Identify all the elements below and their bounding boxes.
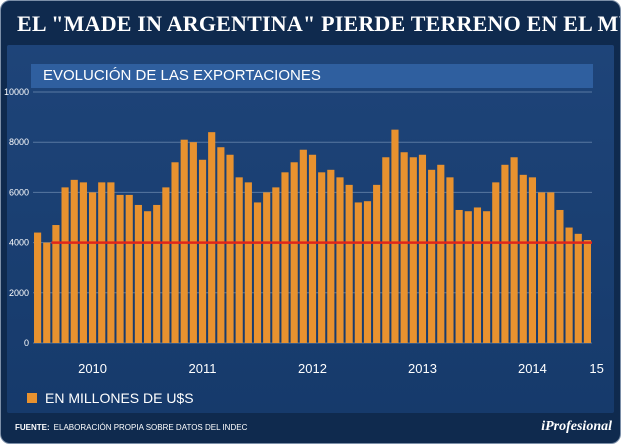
bar bbox=[455, 209, 463, 343]
y-tick-label: 8000 bbox=[9, 137, 29, 147]
bar bbox=[134, 204, 142, 343]
bar bbox=[556, 209, 564, 343]
y-tick-label: 2000 bbox=[9, 288, 29, 298]
chart-title: EVOLUCIÓN DE LAS EXPORTACIONES bbox=[43, 67, 321, 84]
bar bbox=[538, 192, 546, 343]
bar bbox=[363, 201, 372, 343]
bar bbox=[382, 157, 390, 343]
bars bbox=[34, 129, 591, 343]
bar bbox=[483, 211, 491, 343]
headline: EL "MADE IN ARGENTINA" PIERDE TERRENO EN… bbox=[17, 11, 621, 36]
x-tick-label: 2012 bbox=[298, 361, 327, 376]
bar bbox=[409, 157, 417, 343]
bar bbox=[318, 172, 326, 343]
bar bbox=[198, 159, 207, 343]
bar bbox=[354, 202, 362, 343]
bar bbox=[583, 240, 591, 343]
source-prefix: FUENTE: bbox=[15, 423, 50, 432]
bar bbox=[180, 139, 188, 343]
bar bbox=[43, 242, 51, 343]
bar bbox=[519, 174, 527, 343]
bar bbox=[290, 162, 298, 343]
source-note: FUENTE: ELABORACIÓN PROPIA SOBRE DATOS DE… bbox=[15, 423, 247, 432]
bar bbox=[281, 172, 289, 343]
bar bbox=[510, 157, 518, 343]
bar bbox=[345, 184, 353, 343]
x-tick-label: 15 bbox=[589, 361, 603, 376]
x-tick-label: 2010 bbox=[78, 361, 107, 376]
bar bbox=[263, 192, 271, 343]
bar bbox=[162, 187, 170, 343]
bar bbox=[70, 179, 78, 343]
bar bbox=[116, 194, 124, 343]
y-tick-label: 4000 bbox=[9, 238, 29, 248]
bar bbox=[428, 169, 436, 343]
bar bbox=[208, 132, 216, 343]
y-tick-label: 6000 bbox=[9, 187, 29, 197]
bar bbox=[574, 233, 582, 343]
bar bbox=[437, 164, 445, 343]
bar bbox=[34, 232, 42, 343]
bar bbox=[373, 184, 381, 343]
bar bbox=[98, 182, 106, 343]
bar bbox=[52, 225, 60, 343]
bar bbox=[418, 154, 427, 343]
bar bbox=[171, 162, 179, 343]
x-tick-label: 2011 bbox=[189, 361, 217, 376]
bar bbox=[391, 129, 399, 343]
bar bbox=[153, 204, 161, 343]
bar bbox=[61, 187, 69, 343]
bar bbox=[272, 187, 280, 343]
bar bbox=[473, 207, 482, 343]
bar bbox=[501, 164, 509, 343]
bar bbox=[464, 211, 472, 343]
bar bbox=[547, 192, 555, 343]
x-tick-labels: 2010 2011 2012 2013 2014 15 bbox=[78, 361, 604, 376]
bar bbox=[235, 177, 243, 343]
bar bbox=[336, 177, 344, 343]
bar bbox=[565, 227, 573, 343]
bar bbox=[308, 154, 317, 343]
brand-logo: iProfesional bbox=[541, 419, 612, 434]
bar bbox=[327, 169, 335, 343]
y-tick-label: 0 bbox=[24, 338, 29, 348]
bar bbox=[492, 182, 500, 343]
legend-swatch bbox=[27, 393, 37, 403]
bar bbox=[125, 194, 133, 343]
bar bbox=[88, 192, 97, 343]
y-tick-labels: 0 2000 4000 6000 8000 10000 bbox=[4, 87, 29, 348]
bar bbox=[79, 182, 87, 343]
bar bbox=[226, 154, 234, 343]
bar bbox=[244, 182, 252, 343]
legend-label: EN MILLONES DE U$S bbox=[45, 390, 194, 406]
bar bbox=[143, 211, 152, 343]
bar bbox=[299, 149, 307, 343]
bar bbox=[107, 182, 115, 343]
bar bbox=[217, 147, 225, 343]
bar bbox=[528, 177, 537, 343]
y-tick-label: 10000 bbox=[4, 87, 29, 97]
bar bbox=[253, 202, 262, 343]
legend: EN MILLONES DE U$S bbox=[27, 389, 194, 407]
x-tick-label: 2014 bbox=[518, 361, 547, 376]
source-text: ELABORACIÓN PROPIA SOBRE DATOS DEL INDEC bbox=[53, 423, 248, 432]
x-tick-label: 2013 bbox=[408, 361, 437, 376]
bar bbox=[400, 152, 408, 343]
chart-title-banner: EVOLUCIÓN DE LAS EXPORTACIONES bbox=[31, 64, 593, 88]
bar bbox=[446, 177, 454, 343]
